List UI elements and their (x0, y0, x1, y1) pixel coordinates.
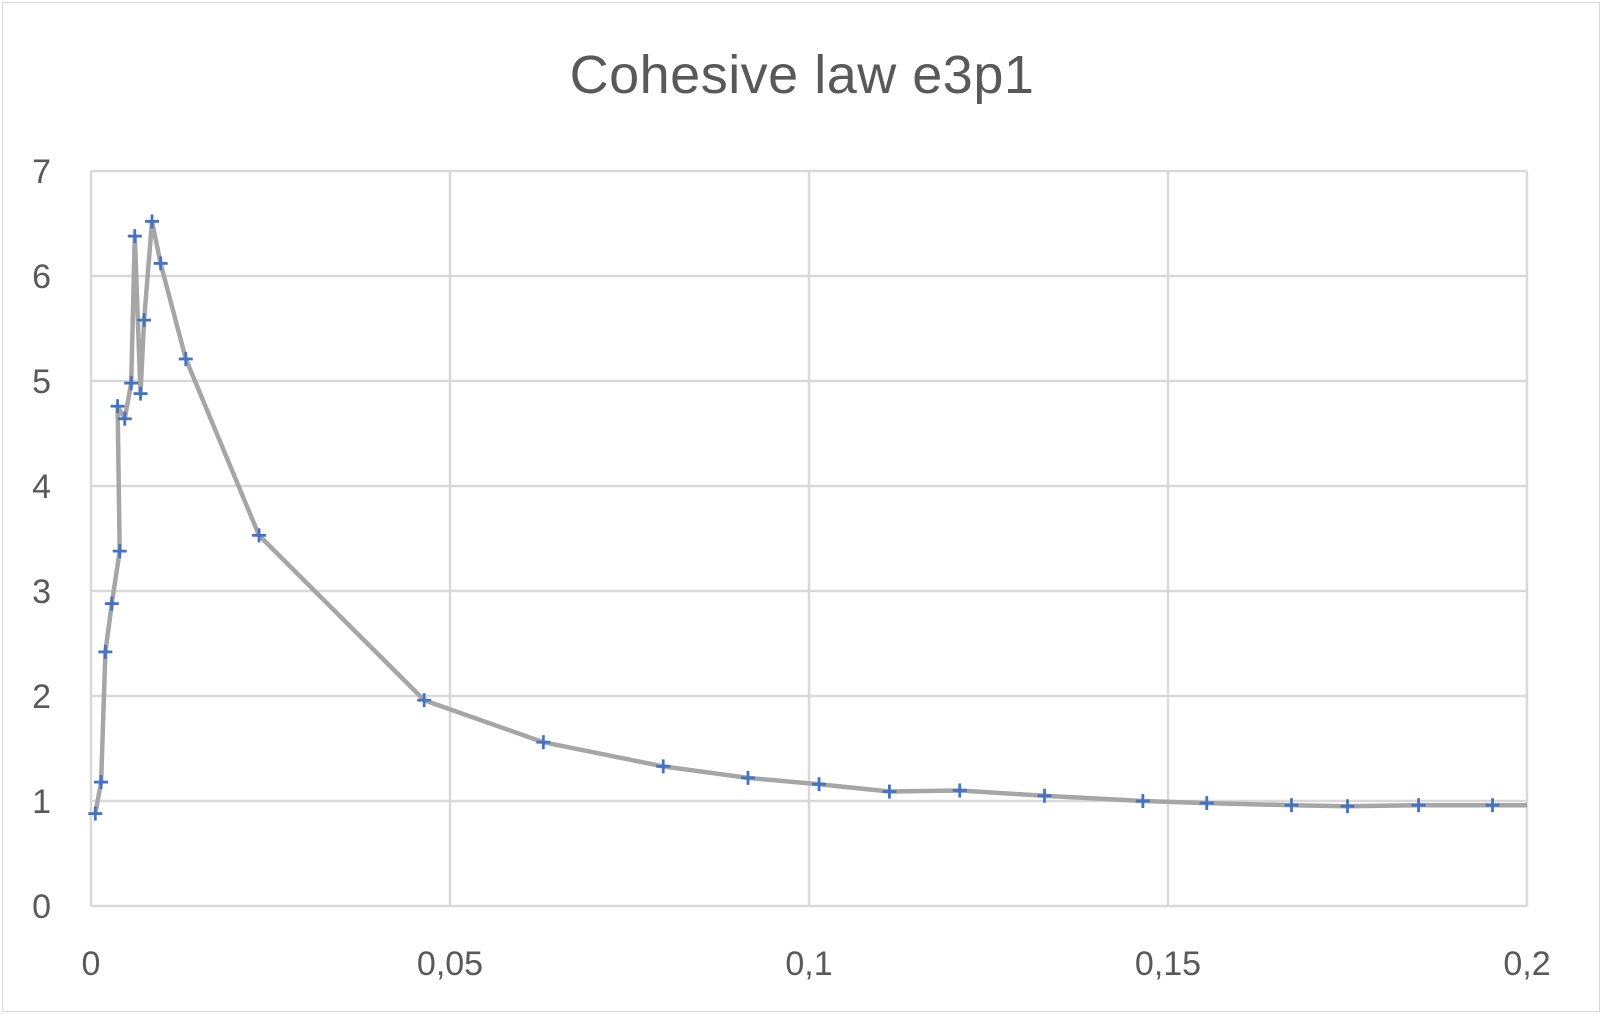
data-point (740, 770, 755, 785)
data-point (1135, 794, 1150, 808)
data-point (1485, 798, 1500, 813)
data-point (812, 777, 827, 792)
data-point (104, 596, 119, 611)
series-line-layer (93, 219, 1527, 815)
axes (89, 171, 1527, 908)
data-point (252, 528, 267, 543)
data-point (1037, 788, 1052, 803)
y-tick-label: 5 (32, 363, 51, 401)
y-tick-label: 2 (32, 678, 51, 716)
y-tick-label: 1 (32, 783, 51, 821)
data-point (98, 644, 113, 659)
data-point (153, 256, 168, 271)
data-point (1284, 798, 1299, 813)
data-point (536, 735, 551, 750)
y-tick-label: 7 (32, 153, 51, 191)
data-markers (88, 214, 1500, 821)
data-point (417, 693, 432, 708)
gridlines (91, 169, 1529, 906)
data-point (88, 806, 103, 821)
data-point (94, 775, 109, 790)
x-tick-label: 0 (82, 945, 101, 983)
x-tick-label: 0,2 (1503, 945, 1550, 983)
y-tick-label: 4 (32, 468, 51, 506)
y-tick-label: 0 (32, 888, 51, 926)
tick-labels: 0 1 2 3 4 5 6 7 0 0,05 0,1 0,15 0,2 (32, 153, 1551, 983)
data-point (112, 544, 127, 559)
data-point (656, 759, 671, 774)
x-tick-label: 0,15 (1135, 945, 1201, 983)
series-line (93, 219, 1527, 815)
data-point (133, 386, 148, 401)
data-point (882, 784, 897, 799)
x-tick-label: 0,1 (785, 945, 832, 983)
data-point (952, 783, 967, 798)
data-point (137, 313, 152, 328)
data-point (124, 376, 139, 391)
y-tick-label: 6 (32, 258, 51, 296)
data-point (1340, 799, 1355, 814)
data-point (1199, 796, 1214, 811)
y-tick-label: 3 (32, 573, 51, 611)
data-point (145, 214, 160, 229)
data-point (178, 351, 193, 366)
x-tick-label: 0,05 (417, 945, 483, 983)
data-point (1411, 798, 1426, 813)
data-point (127, 229, 142, 244)
data-point (117, 411, 132, 426)
chart-title: Cohesive law e3p1 (569, 45, 1035, 105)
data-point (110, 399, 125, 414)
